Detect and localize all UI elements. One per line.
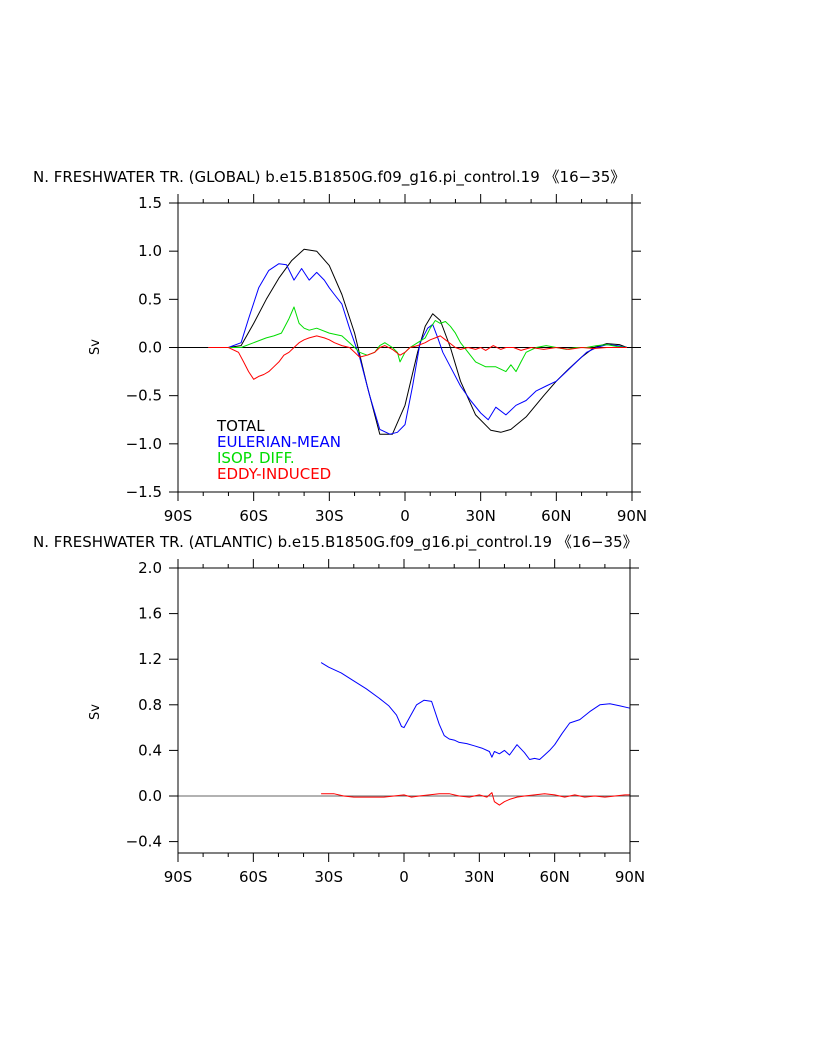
legend: TOTAL EULERIAN-MEAN ISOP. DIFF. EDDY-IND… [216, 417, 341, 483]
global-axis-ticks: 90S 60S 30S 0 30N 60N 90N −1.5 −1.0 −0.5 0.0 0.5 1.0… [126, 194, 647, 525]
global-series-eddy-induced [208, 335, 627, 380]
global-y-tick-label: −1.0 [126, 435, 162, 453]
atlantic-plot-area [178, 662, 631, 806]
atlantic-x-tick-label: 0 [399, 868, 409, 886]
atlantic-x-tick-label: 60N [540, 868, 570, 886]
global-series-total [208, 248, 628, 435]
global-series-eulerian-mean [208, 263, 628, 435]
atlantic-y-tick-label: −0.4 [126, 833, 162, 851]
atlantic-y-tick-label: 0.8 [138, 696, 162, 714]
global-y-tick-label: −0.5 [126, 387, 162, 405]
atlantic-panel: N. FRESHWATER TR. (ATLANTIC) b.e15.B1850… [33, 533, 645, 886]
global-y-tick-label: 1.0 [138, 242, 162, 260]
atlantic-y-tick-label: 1.2 [138, 650, 162, 668]
global-plot-area [178, 248, 632, 435]
global-x-tick-label: 90N [617, 507, 647, 525]
global-y-tick-label: 0.5 [138, 290, 162, 308]
global-panel: N. FRESHWATER TR. (GLOBAL) b.e15.B1850G.… [33, 168, 647, 525]
atlantic-axis-ticks: 90S 60S 30S 0 30N 60N 90N −0.4 0.0 0.4 0.8 1.2 1.6 2.… [126, 559, 645, 886]
atlantic-title: N. FRESHWATER TR. (ATLANTIC) b.e15.B1850… [33, 533, 638, 552]
legend-item-total: TOTAL [216, 417, 265, 435]
global-y-label: Sv [88, 339, 103, 355]
atlantic-y-tick-label: 2.0 [138, 559, 162, 577]
atlantic-y-tick-label: 1.6 [138, 605, 162, 623]
atlantic-x-tick-label: 90N [615, 868, 645, 886]
global-x-tick-label: 30S [315, 507, 344, 525]
atlantic-axes-frame [177, 567, 631, 854]
atlantic-x-tick-label: 90S [164, 868, 193, 886]
global-x-tick-label: 60N [541, 507, 571, 525]
global-x-tick-label: 90S [164, 507, 193, 525]
global-y-tick-label: 0.0 [138, 339, 162, 357]
atlantic-y-label: Sv [88, 704, 103, 720]
global-y-tick-label: 1.5 [138, 194, 162, 212]
atlantic-x-tick-label: 60S [239, 868, 268, 886]
atlantic-x-tick-label: 30N [464, 868, 494, 886]
legend-item-eddy-induced: EDDY-INDUCED [217, 465, 331, 483]
atlantic-series-eulerian-mean [320, 662, 631, 760]
global-axes-frame [177, 202, 633, 493]
legend-item-eulerian-mean: EULERIAN-MEAN [217, 433, 341, 451]
global-x-tick-label: 0 [400, 507, 410, 525]
atlantic-x-tick-label: 30S [314, 868, 343, 886]
atlantic-y-tick-label: 0.0 [138, 787, 162, 805]
atlantic-series-eddy-induced [321, 792, 630, 806]
global-title: N. FRESHWATER TR. (GLOBAL) b.e15.B1850G.… [33, 168, 625, 187]
global-x-tick-label: 60S [239, 507, 268, 525]
atlantic-y-tick-label: 0.4 [138, 741, 162, 759]
global-series-isop-diff [208, 306, 628, 373]
legend-item-isop-diff: ISOP. DIFF. [217, 449, 295, 467]
global-y-tick-label: −1.5 [126, 483, 162, 501]
global-x-tick-label: 30N [466, 507, 496, 525]
